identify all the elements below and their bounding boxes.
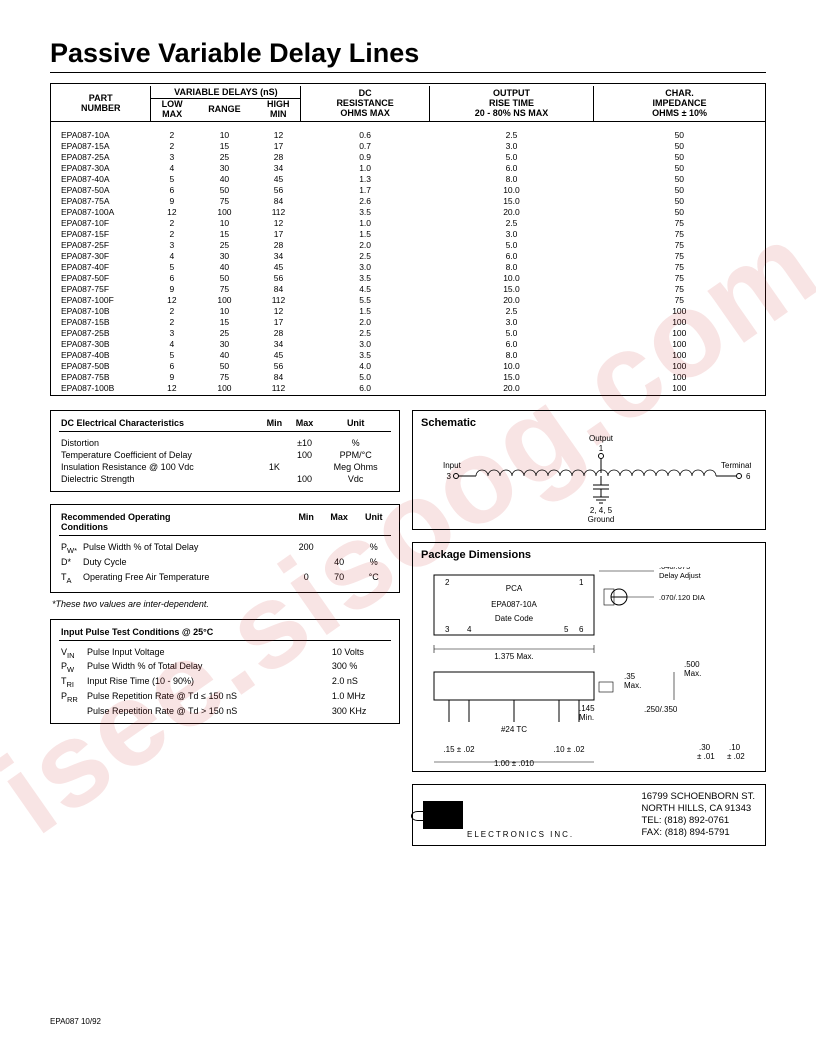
svg-text:.30: .30 [699,743,711,752]
svg-text:Max.: Max. [624,681,641,690]
pkg-title: Package Dimensions [421,549,531,561]
table-row: EPA087-30A430341.06.050 [51,162,765,173]
main-table: PARTNUMBER VARIABLE DELAYS (nS) DCRESIST… [50,83,766,396]
table-row: EPA087-75F975844.515.075 [51,283,765,294]
svg-text:.15 ± .02: .15 ± .02 [443,745,475,754]
table-row: EPA087-15A215170.73.050 [51,140,765,151]
hdr-high: HIGHMIN [256,99,301,122]
table-row: EPA087-25F325282.05.075 [51,239,765,250]
svg-text:1: 1 [599,444,604,453]
doc-id: EPA087 10/92 [50,1017,101,1026]
schematic-title: Schematic [421,417,476,429]
svg-text:2: 2 [445,578,450,587]
svg-text:.10: .10 [729,743,741,752]
svg-text:6: 6 [579,625,584,634]
svg-text:Min.: Min. [579,713,594,722]
svg-text:± .02: ± .02 [727,752,745,761]
table-row: EPA087-15B215172.03.0100 [51,316,765,327]
table-row: EPA087-75B975845.015.0100 [51,371,765,382]
svg-text:1.375 Max.: 1.375 Max. [494,652,534,661]
table-row: EPA087-25A325280.95.050 [51,151,765,162]
svg-text:5: 5 [564,625,569,634]
svg-text:PCA: PCA [506,584,523,593]
table-row: Dielectric Strength100Vdc [59,473,391,485]
svg-text:2, 4, 5: 2, 4, 5 [590,506,613,515]
dc-electrical-box: DC Electrical Characteristics Min Max Un… [50,410,400,492]
page-title: Passive Variable Delay Lines [50,38,766,73]
dc-elec-title: DC Electrical Characteristics [59,417,260,432]
svg-text:.500: .500 [684,660,700,669]
svg-text:Date Code: Date Code [495,614,534,623]
svg-text:3: 3 [445,625,450,634]
rec-op-title: Recommended OperatingConditions [59,511,291,536]
rec-op-box: Recommended OperatingConditions Min Max … [50,504,400,592]
table-row: PWPulse Width % of Total Delay300 % [59,660,391,675]
table-row: Pulse Repetition Rate @ Td > 150 nS300 K… [59,705,391,717]
package-dimensions-box: Package Dimensions 2 1 3 4 5 6 PCA EPA08… [412,542,766,772]
hdr-range: RANGE [193,99,256,122]
table-row: EPA087-30F430342.56.075 [51,250,765,261]
table-row: Insulation Resistance @ 100 Vdc1KMeg Ohm… [59,461,391,473]
svg-text:.35: .35 [624,672,636,681]
svg-text:.250/.350: .250/.350 [644,705,678,714]
svg-text:± .01: ± .01 [697,752,715,761]
ipt-title: Input Pulse Test Conditions @ 25°C [59,626,391,641]
svg-text:4: 4 [467,625,472,634]
hdr-char: CHAR.IMPEDANCEOHMS ± 10% [594,86,765,121]
table-row: EPA087-50F650563.510.075 [51,272,765,283]
table-row: EPA087-40A540451.38.050 [51,173,765,184]
logo-icon [423,801,463,829]
hdr-output: OUTPUTRISE TIME20 - 80% NS MAX [429,86,593,121]
table-row: Distortion±10% [59,432,391,450]
svg-text:Delay Adjust: Delay Adjust [659,571,702,580]
table-row: PRRPulse Repetition Rate @ Td ≤ 150 nS1.… [59,690,391,705]
table-row: PW*Pulse Width % of Total Delay200% [59,536,391,556]
svg-text:Input: Input [443,461,462,470]
table-row: Temperature Coefficient of Delay100PPM/°… [59,449,391,461]
table-row: EPA087-100B121001126.020.0100 [51,382,765,393]
table-row: VINPulse Input Voltage10 Volts [59,640,391,660]
svg-text:Output: Output [589,434,614,443]
rec-op-note: *These two values are inter-dependent. [52,599,400,609]
table-row: EPA087-50B650564.010.0100 [51,360,765,371]
footer-box: ELECTRONICS INC. 16799 SCHOENBORN ST. NO… [412,784,766,846]
svg-text:.070/.120 DIA: .070/.120 DIA [659,593,705,602]
table-row: EPA087-100F121001125.520.075 [51,294,765,305]
svg-text:1.00 ± .010: 1.00 ± .010 [494,759,535,767]
hdr-low: LOWMAX [151,99,193,122]
svg-text:Ground: Ground [588,515,615,523]
table-row: EPA087-25B325282.55.0100 [51,327,765,338]
schematic-svg: Output 1 Input 3 Termination 6 [421,433,751,523]
svg-text:.10 ± .02: .10 ± .02 [553,745,585,754]
table-row: EPA087-15F215171.53.075 [51,228,765,239]
svg-text:6: 6 [746,472,751,481]
svg-text:1: 1 [579,578,584,587]
hdr-part: PARTNUMBER [51,86,151,121]
table-row: EPA087-75A975842.615.050 [51,195,765,206]
table-row: EPA087-100A121001123.520.050 [51,206,765,217]
svg-text:.145: .145 [579,704,595,713]
svg-text:EPA087-10A: EPA087-10A [491,600,537,609]
table-row: EPA087-40B540453.58.0100 [51,349,765,360]
table-row: D*Duty Cycle40% [59,556,391,571]
svg-text:Termination: Termination [721,461,751,470]
schematic-box: Schematic Output 1 Input 3 Termination 6 [412,410,766,530]
hdr-dc: DCRESISTANCEOHMS MAX [301,86,430,121]
svg-text:Max.: Max. [684,669,701,678]
table-row: EPA087-10A210120.62.550 [51,121,765,140]
hdr-vardelay: VARIABLE DELAYS (nS) [151,86,301,99]
input-pulse-box: Input Pulse Test Conditions @ 25°C VINPu… [50,619,400,724]
svg-text:#24 TC: #24 TC [501,725,527,734]
table-row: TAOperating Free Air Temperature070°C [59,571,391,586]
table-row: EPA087-30B430343.06.0100 [51,338,765,349]
svg-text:3: 3 [447,472,452,481]
table-row: EPA087-10B210121.52.5100 [51,305,765,316]
table-row: TRIInput Rise Time (10 - 90%)2.0 nS [59,675,391,690]
table-row: EPA087-10F210121.02.575 [51,217,765,228]
company-name: ELECTRONICS INC. [467,830,574,839]
table-row: EPA087-50A650561.710.050 [51,184,765,195]
table-row: EPA087-40F540453.08.075 [51,261,765,272]
company-address: 16799 SCHOENBORN ST. NORTH HILLS, CA 913… [641,791,755,839]
package-svg: 2 1 3 4 5 6 PCA EPA087-10A Date Code .04… [419,567,759,767]
